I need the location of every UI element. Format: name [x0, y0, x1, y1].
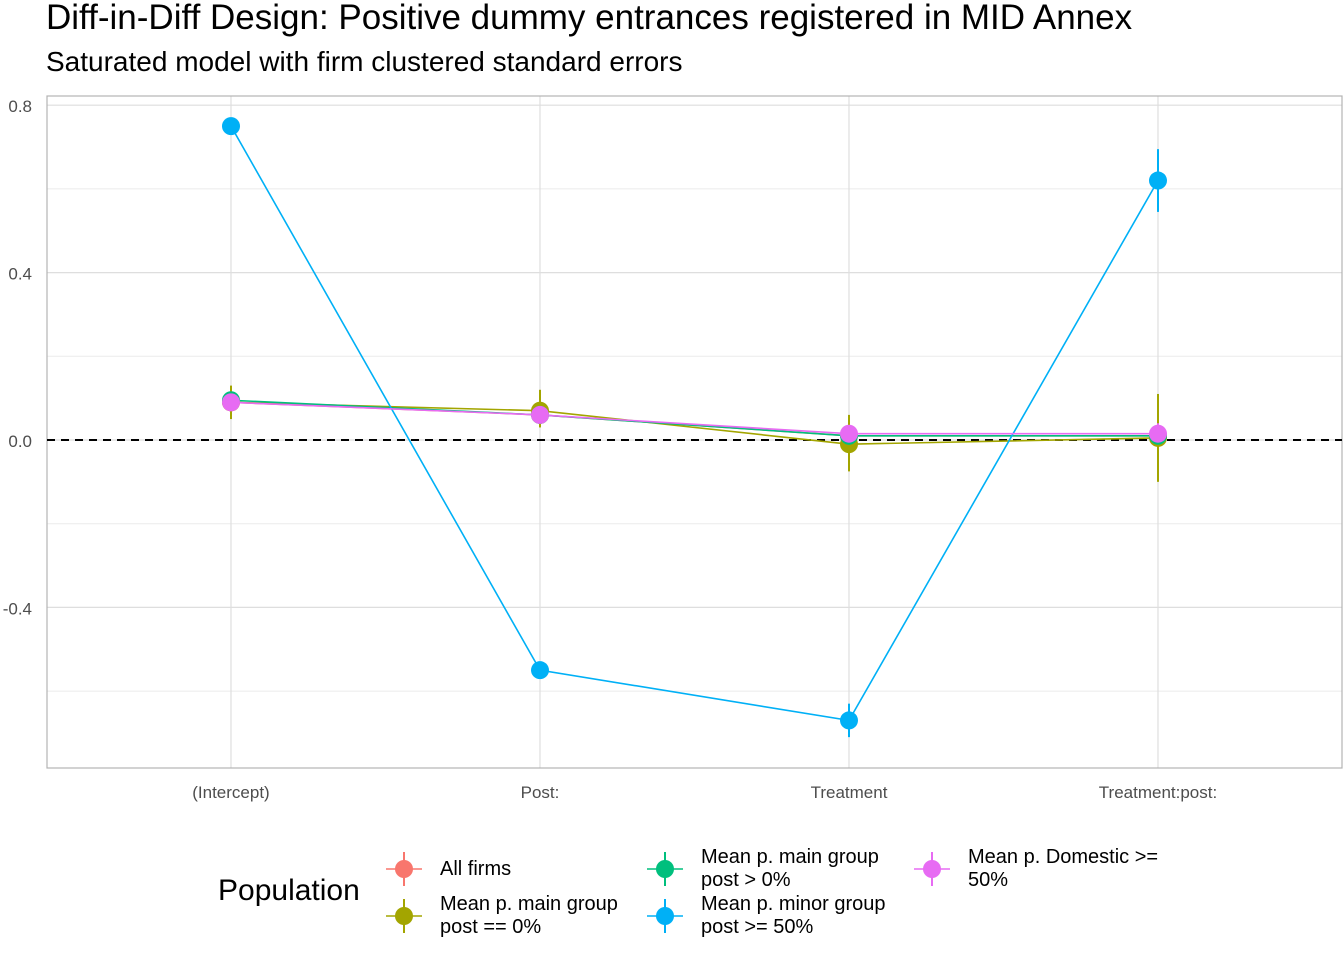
- data-point-4-0: [222, 393, 240, 412]
- series-line-1: [230, 401, 1159, 445]
- legend-title: Population: [218, 874, 360, 907]
- x-tick-label-2: Treatment: [811, 783, 888, 802]
- legend-key-2: [645, 846, 685, 892]
- x-tick-label-3: Treatment:post:: [1099, 783, 1217, 802]
- y-tick-label-3: 0.8: [8, 97, 32, 116]
- y-tick-label-0: -0.4: [3, 599, 32, 618]
- data-point-4-1: [531, 405, 549, 424]
- x-tick-label-1: Post:: [521, 783, 560, 802]
- legend-label-2: Mean p. main group post > 0%: [701, 846, 879, 891]
- data-point-3-1: [531, 661, 549, 680]
- panel-border: [46, 95, 1343, 769]
- legend-key-4: [912, 846, 952, 892]
- legend-key-0: [384, 846, 424, 892]
- x-tick-label-0: (Intercept): [192, 783, 269, 802]
- legend-item-2: Mean p. main group post > 0%: [645, 846, 879, 892]
- data-point-3-2: [840, 711, 858, 730]
- legend-item-1: Mean p. main group post == 0%: [384, 893, 618, 939]
- legend-key-1: [384, 893, 424, 939]
- data-point-3-3: [1149, 171, 1167, 190]
- series-line-2: [230, 399, 1158, 437]
- series-line-4: [230, 401, 1158, 435]
- legend-label-3: Mean p. minor group post >= 50%: [701, 893, 886, 938]
- legend-key-3: [645, 893, 685, 939]
- y-tick-label-1: 0.0: [8, 432, 32, 451]
- legend-item-4: Mean p. Domestic >= 50%: [912, 846, 1158, 892]
- chart-subtitle: Saturated model with firm clustered stan…: [46, 46, 683, 77]
- legend-label-0: All firms: [440, 857, 512, 880]
- data-point-4-3: [1149, 424, 1167, 443]
- legend-item-3: Mean p. minor group post >= 50%: [645, 893, 886, 939]
- series-line-3: [230, 125, 1159, 722]
- data-point-4-2: [840, 424, 858, 443]
- y-tick-label-2: 0.4: [8, 265, 32, 284]
- legend-label-4: Mean p. Domestic >= 50%: [968, 846, 1159, 891]
- data-point-3-0: [222, 117, 240, 136]
- legend-label-1: Mean p. main group post == 0%: [440, 893, 618, 938]
- legend-item-0: All firms: [384, 846, 511, 892]
- chart-title: Diff-in-Diff Design: Positive dummy entr…: [46, 0, 1133, 37]
